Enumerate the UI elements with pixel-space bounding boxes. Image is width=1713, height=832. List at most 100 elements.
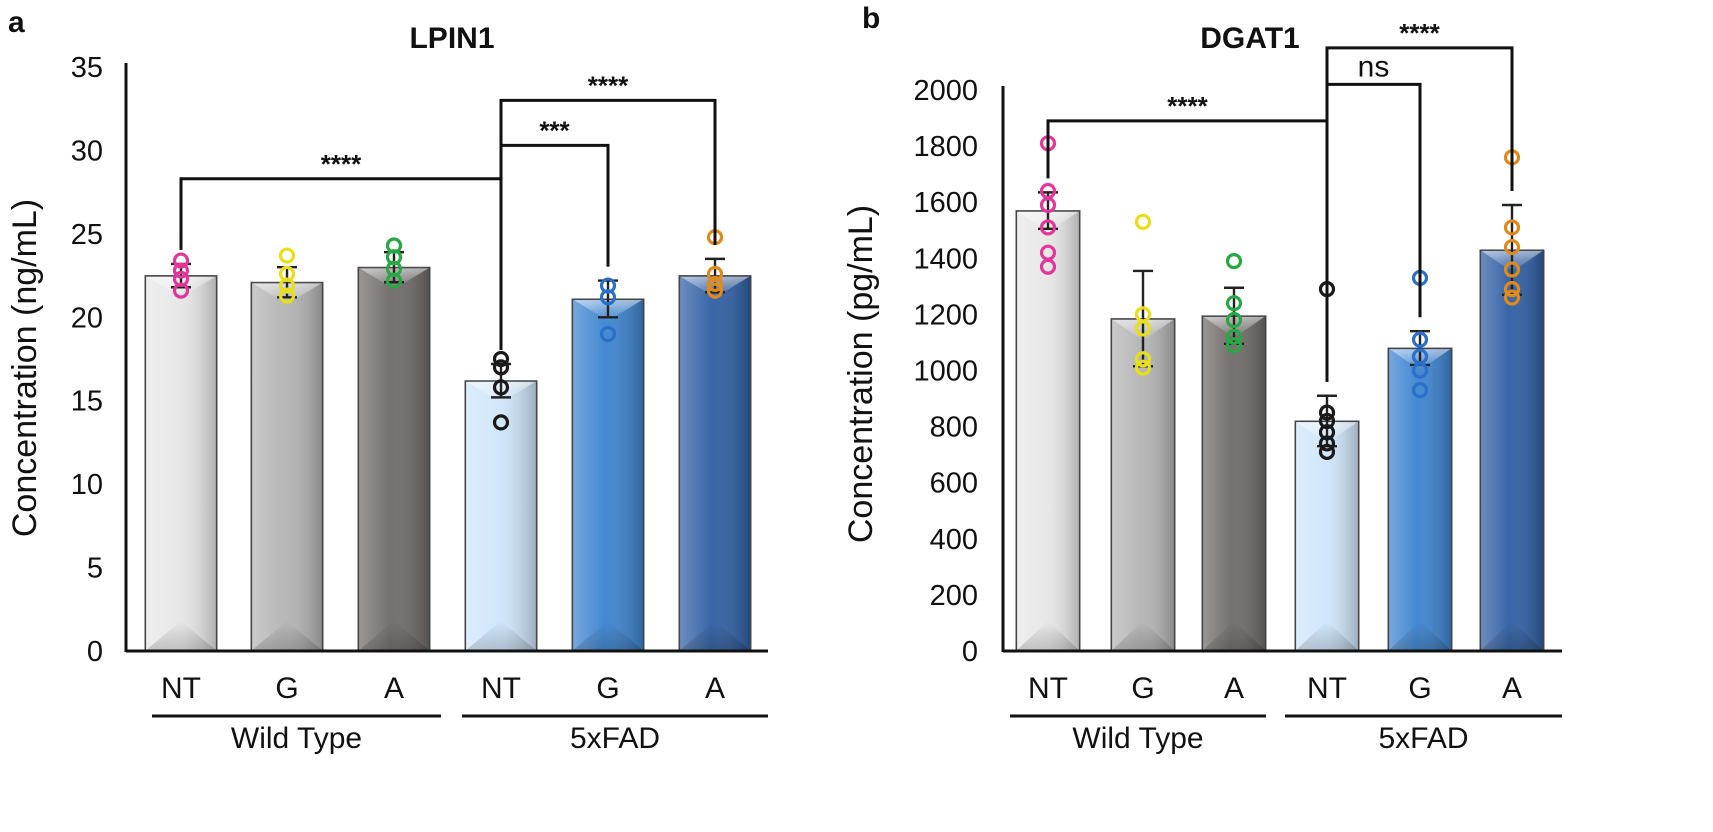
data-point bbox=[706, 282, 724, 299]
data-point bbox=[1318, 435, 1336, 452]
y-tick-label: 1000 bbox=[913, 356, 978, 388]
data-point bbox=[1225, 337, 1243, 354]
data-point bbox=[1503, 289, 1521, 306]
significance-bracket-0: **** bbox=[179, 149, 503, 351]
bar-bevel-bottom bbox=[1202, 621, 1266, 651]
x-tick-label: G bbox=[275, 672, 298, 705]
significance-bracket-1: ns bbox=[1325, 50, 1422, 382]
data-point bbox=[492, 414, 510, 431]
data-point bbox=[1039, 182, 1057, 200]
bar-5 bbox=[1479, 249, 1545, 652]
bar-shade bbox=[1016, 210, 1080, 652]
chart-panel-b: b DGAT1 Concentration (pg/mL) 0 200 400 600 800… bbox=[842, 2, 1562, 755]
significance-bracket-0: **** bbox=[1046, 91, 1329, 382]
y-tick-label: 35 bbox=[71, 52, 103, 84]
data-point bbox=[1503, 219, 1521, 236]
data-point bbox=[172, 252, 190, 269]
bar-shade bbox=[572, 298, 644, 651]
significance-label: *** bbox=[539, 115, 570, 145]
x-tick-label: A bbox=[1502, 672, 1522, 705]
bar-bevel-bottom bbox=[1295, 621, 1359, 651]
significance-label: **** bbox=[1399, 18, 1440, 48]
x-tick-label: G bbox=[1408, 672, 1431, 705]
y-tick-label: 1200 bbox=[913, 299, 978, 331]
y-tick-label: 1800 bbox=[913, 131, 978, 163]
bar-shade bbox=[251, 282, 323, 651]
bar-0 bbox=[1015, 210, 1081, 652]
x-tick-label: NT bbox=[161, 672, 201, 705]
y-tick-label: 0 bbox=[87, 636, 103, 668]
y-tick-label: 25 bbox=[71, 219, 103, 251]
data-point bbox=[1134, 351, 1152, 368]
data-point bbox=[1411, 348, 1429, 365]
data-point bbox=[1318, 424, 1336, 441]
bar-3 bbox=[464, 380, 538, 652]
data-point bbox=[1503, 261, 1521, 278]
group-label: Wild Type bbox=[1072, 722, 1203, 755]
chart-title: DGAT1 bbox=[1200, 22, 1299, 55]
bar-shade bbox=[465, 380, 537, 651]
data-point bbox=[1503, 281, 1521, 298]
bar-2 bbox=[1201, 315, 1267, 652]
bar-bevel-bottom bbox=[1111, 621, 1175, 651]
significance-label: **** bbox=[588, 70, 629, 100]
bar-bevel-bottom bbox=[145, 621, 217, 651]
data-point bbox=[706, 275, 724, 293]
significance-bracket-2: **** bbox=[1325, 18, 1514, 382]
data-point bbox=[492, 359, 510, 376]
x-tick-label: NT bbox=[1028, 672, 1068, 705]
y-tick-label: 200 bbox=[930, 580, 978, 612]
bar-bevel-bottom bbox=[679, 621, 751, 651]
y-tick-label: 600 bbox=[930, 468, 978, 500]
data-point bbox=[1225, 295, 1243, 312]
data-point bbox=[1318, 412, 1336, 430]
significance-label: **** bbox=[1167, 91, 1208, 121]
data-point bbox=[1225, 311, 1243, 329]
data-point bbox=[1039, 219, 1057, 236]
x-tick-label: G bbox=[596, 672, 619, 705]
bracket-line bbox=[179, 177, 503, 351]
significance-label: **** bbox=[321, 149, 362, 179]
data-point bbox=[278, 247, 296, 264]
data-point bbox=[492, 350, 510, 368]
bracket-line bbox=[499, 98, 717, 351]
x-tick-label: G bbox=[1131, 672, 1154, 705]
bar-shade bbox=[1480, 249, 1544, 651]
data-point bbox=[1225, 253, 1243, 270]
bar-shade bbox=[679, 275, 751, 651]
bar-bevel-bottom bbox=[251, 621, 323, 651]
data-point bbox=[1134, 306, 1152, 323]
bar-bevel-bottom bbox=[572, 621, 644, 651]
chart-panel-a: a LPIN1 Concentration (ng/mL) 0 5 10 15 20 25 30 3… bbox=[6, 6, 768, 755]
data-point bbox=[385, 237, 403, 254]
bar-4 bbox=[1387, 347, 1453, 652]
x-tick-label: A bbox=[705, 672, 725, 705]
y-tick-label: 5 bbox=[87, 553, 103, 585]
chart-title: LPIN1 bbox=[409, 22, 494, 55]
bar-4 bbox=[571, 298, 645, 652]
bar-shade bbox=[1388, 348, 1452, 651]
group-label: 5xFAD bbox=[1378, 722, 1468, 755]
x-tick-label: NT bbox=[1307, 672, 1347, 705]
data-point bbox=[1039, 244, 1057, 261]
bracket-line bbox=[1325, 82, 1422, 382]
data-point bbox=[599, 325, 617, 343]
bar-bevel-bottom bbox=[465, 621, 537, 651]
data-point bbox=[1134, 213, 1152, 230]
x-tick-label: A bbox=[384, 672, 404, 705]
bracket-line bbox=[1046, 119, 1329, 382]
y-tick-label: 30 bbox=[71, 135, 103, 167]
bar-bevel-bottom bbox=[1388, 621, 1452, 651]
bracket-line bbox=[1325, 46, 1514, 382]
panel-label: b bbox=[862, 2, 880, 35]
y-axis-label: Concentration (ng/mL) bbox=[6, 199, 44, 537]
y-tick-label: 1600 bbox=[913, 187, 978, 219]
data-point bbox=[1318, 443, 1336, 460]
data-point bbox=[492, 379, 510, 396]
data-point bbox=[172, 262, 190, 279]
bar-shade bbox=[358, 267, 430, 651]
data-point bbox=[706, 265, 724, 283]
data-point bbox=[278, 287, 296, 304]
